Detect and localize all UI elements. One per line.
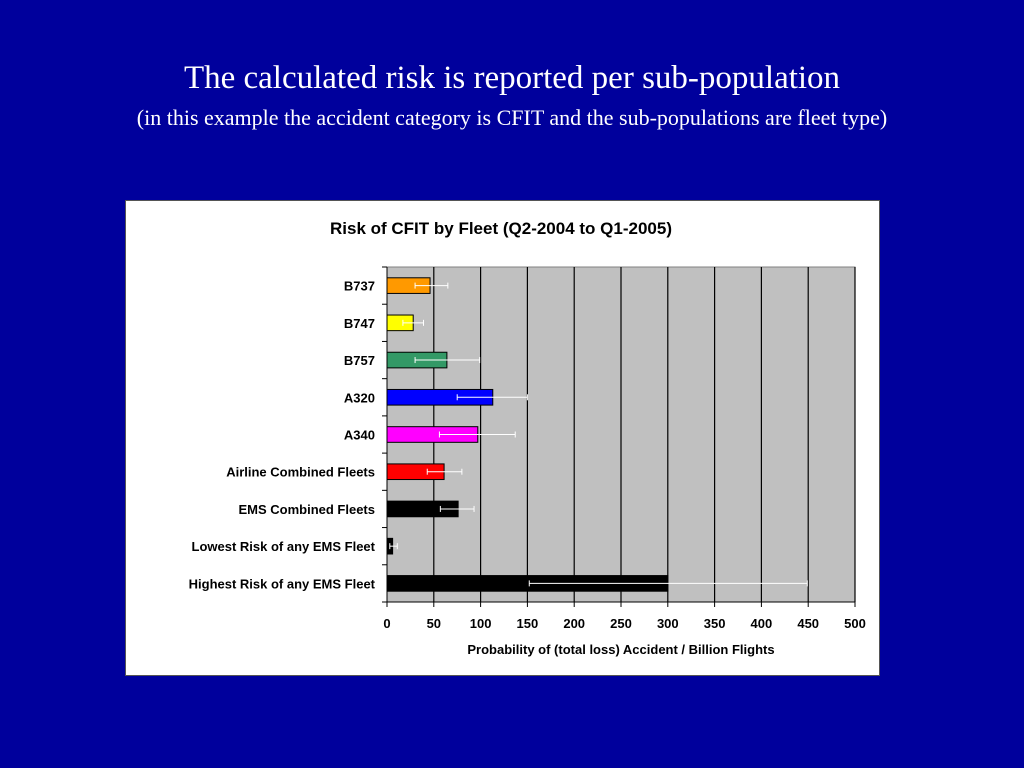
category-label: B757	[344, 353, 375, 368]
x-tick-label: 150	[517, 616, 539, 631]
x-tick-label: 450	[797, 616, 819, 631]
category-label: B747	[344, 316, 375, 331]
x-tick-label: 400	[751, 616, 773, 631]
category-label: B737	[344, 279, 375, 294]
category-label: A320	[344, 390, 375, 405]
x-tick-label: 250	[610, 616, 632, 631]
category-label: Highest Risk of any EMS Fleet	[189, 576, 376, 591]
x-tick-label: 50	[427, 616, 441, 631]
category-label: A340	[344, 428, 375, 443]
chart-frame: Risk of CFIT by Fleet (Q2-2004 to Q1-200…	[125, 200, 880, 676]
slide-subtitle: (in this example the accident category i…	[136, 105, 888, 130]
slide-title: The calculated risk is reported per sub-…	[183, 60, 841, 96]
plot-area: 0 50 100 150 200 250 300 350 400 450 500 B737 B747 B7…	[189, 266, 866, 631]
x-tick-label: 350	[704, 616, 726, 631]
category-label: Lowest Risk of any EMS Fleet	[192, 539, 376, 554]
risk-bar-chart: Risk of CFIT by Fleet (Q2-2004 to Q1-200…	[189, 219, 866, 657]
x-tick-label: 300	[657, 616, 679, 631]
category-label: EMS Combined Fleets	[238, 502, 375, 517]
chart-title: Risk of CFIT by Fleet (Q2-2004 to Q1-200…	[330, 219, 672, 238]
x-tick-label: 200	[563, 616, 585, 631]
x-tick-label: 0	[383, 616, 390, 631]
x-tick-label: 100	[470, 616, 492, 631]
x-axis-label: Probability of (total loss) Accident / B…	[467, 642, 774, 657]
category-label: Airline Combined Fleets	[226, 465, 375, 480]
x-tick-label: 500	[844, 616, 866, 631]
